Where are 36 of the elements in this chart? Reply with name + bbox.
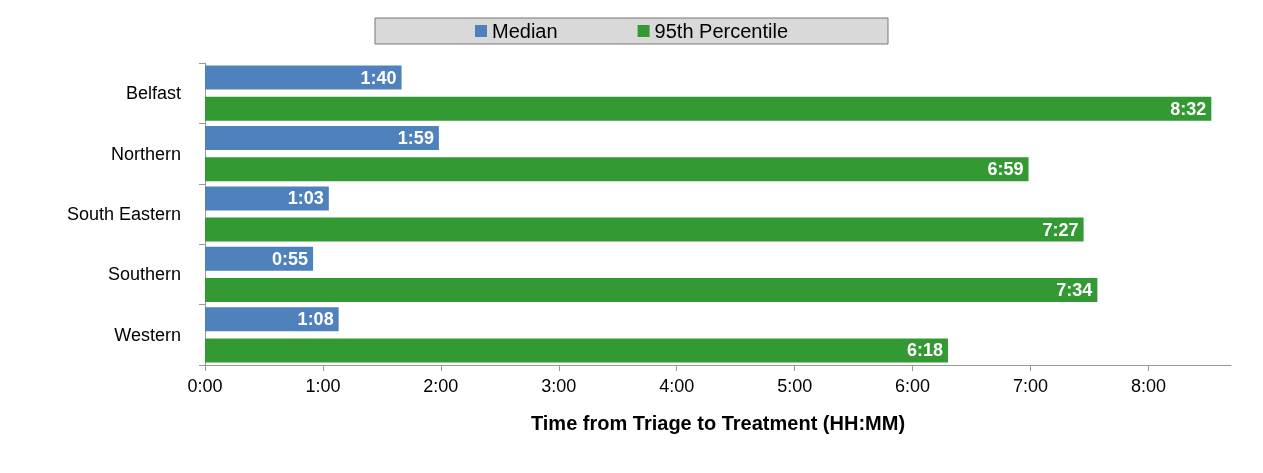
bar	[205, 307, 339, 332]
y-tick-label: Southern	[107, 264, 181, 285]
data-label: 6:18	[906, 340, 943, 361]
y-tick-label: Belfast	[125, 83, 181, 104]
data-label: 6:59	[987, 159, 1024, 180]
y-tick-label: South Eastern	[66, 204, 181, 224]
x-tick-label: 0:00	[187, 376, 223, 396]
x-tick-label: 1:00	[305, 376, 341, 396]
x-tick-label: 8:00	[1130, 376, 1166, 396]
x-axis-title: Time from Triage to Treatment (HH:MM)	[530, 412, 906, 434]
data-label: 1:59	[397, 128, 434, 148]
y-tick-label: Northern	[110, 143, 181, 164]
data-label: 0:55	[272, 248, 309, 269]
data-label: 8:32	[1170, 98, 1207, 119]
y-tick-label: Western	[114, 324, 181, 345]
data-label: 1:03	[287, 188, 324, 209]
x-tick-label: 6:00	[895, 376, 931, 396]
bar	[205, 96, 1212, 121]
bar	[205, 65, 402, 90]
x-tick-label: 5:00	[777, 376, 813, 396]
x-tick-label: 3:00	[541, 376, 577, 396]
x-tick-label: 4:00	[659, 376, 695, 396]
data-label: 1:08	[297, 309, 334, 330]
bar	[205, 157, 1029, 182]
bar	[205, 126, 439, 150]
x-tick-label: 2:00	[423, 376, 459, 396]
legend-label: Median	[491, 20, 558, 42]
x-tick-label: 7:00	[1012, 376, 1049, 396]
data-label: 7:27	[1042, 219, 1079, 240]
bar	[205, 186, 329, 211]
data-label: 1:40	[360, 67, 397, 88]
legend-label: 95th Percentile	[654, 20, 789, 42]
bar	[205, 217, 1084, 242]
bar	[205, 338, 948, 363]
data-label: 7:34	[1056, 280, 1093, 300]
bar	[205, 278, 1098, 302]
